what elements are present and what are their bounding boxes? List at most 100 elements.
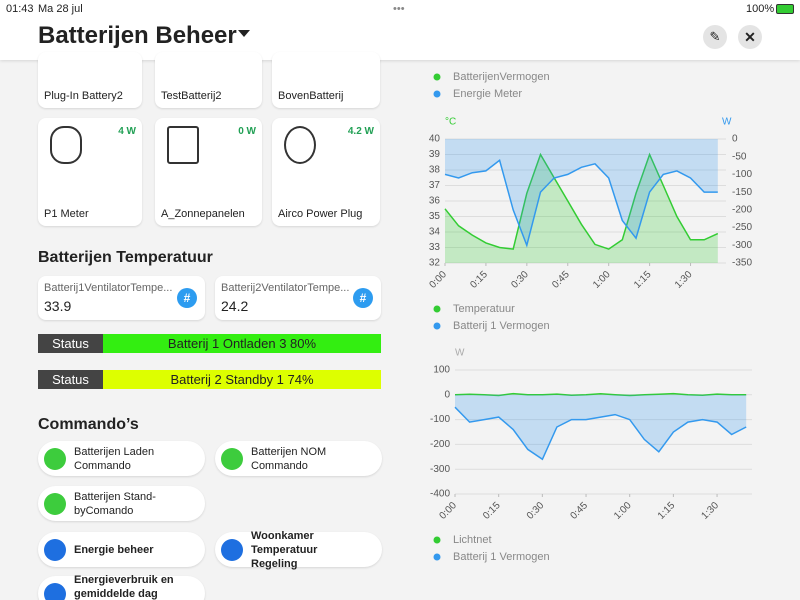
y2-tick-label: -300 <box>732 240 752 251</box>
command-button[interactable]: Woonkamer Temperatuur Regeling <box>215 530 382 570</box>
device-icon <box>50 126 82 164</box>
legend-dot <box>433 322 441 330</box>
device-power: 0 W <box>238 126 256 137</box>
series-line <box>444 159 718 248</box>
status-label: Status <box>38 334 103 353</box>
y-tick-label: -100 <box>430 414 450 425</box>
x-tick-label: 0:30 <box>509 269 531 291</box>
series-area <box>445 139 718 246</box>
y2-tick-label: -100 <box>732 169 752 180</box>
command-text: Batterijen Stand-byComando <box>74 490 156 517</box>
y-tick-label: 39 <box>429 149 441 160</box>
x-tick-label: 0:00 <box>427 269 449 291</box>
page-title[interactable]: Batterijen Beheer <box>38 22 237 49</box>
top-bar <box>0 0 800 60</box>
device-card[interactable]: P1 Meter 4 W <box>38 118 142 226</box>
command-text: Batterijen NOM Commando <box>251 445 327 472</box>
y-tick-label: -300 <box>430 464 450 475</box>
device-name: Airco Power Plug <box>278 208 363 220</box>
command-icon <box>221 538 243 561</box>
y2-tick-label: -350 <box>732 258 752 269</box>
x-tick-label: 0:45 <box>550 269 572 291</box>
legend-label: BatterijenVermogen <box>453 71 550 83</box>
y-tick-label: 36 <box>429 196 441 207</box>
legend-dot <box>433 90 441 98</box>
device-name: Plug-In Battery2 <box>44 90 123 102</box>
y2-tick-label: -200 <box>732 204 752 215</box>
sensor-card[interactable]: Batterij1VentilatorTempe... 33.9 # <box>38 276 205 320</box>
x-tick-label: 1:30 <box>700 500 722 522</box>
y2-tick-label: -50 <box>732 151 747 162</box>
device-card[interactable]: Airco Power Plug 4.2 W <box>272 118 380 226</box>
device-power: 4 W <box>118 126 136 137</box>
device-icon <box>284 126 316 164</box>
command-icon <box>221 447 243 470</box>
device-name: P1 Meter <box>44 208 89 220</box>
command-text: Energieverbruik en gemiddelde dag temp <box>74 573 174 600</box>
command-text: Energie beheer <box>74 543 154 556</box>
sensor-card[interactable]: Batterij2VentilatorTempe... 24.2 # <box>215 276 381 320</box>
y-tick-label: 35 <box>429 211 441 222</box>
title-dropdown[interactable] <box>238 30 250 37</box>
device-name: A_Zonnepanelen <box>161 208 245 220</box>
device-name: BovenBatterij <box>278 90 344 102</box>
y2-tick-label: -250 <box>732 222 752 233</box>
command-button[interactable]: Batterijen Stand-byComando <box>38 486 205 521</box>
battery-level: 100% <box>746 3 775 15</box>
device-card[interactable]: TestBatterij2 <box>155 52 262 108</box>
command-button[interactable]: Batterijen NOM Commando <box>215 441 382 476</box>
sensor-icon: # <box>177 288 197 308</box>
battery-icon <box>776 4 794 14</box>
x-tick-label: 0:30 <box>525 500 547 522</box>
x-tick-label: 1:00 <box>591 269 613 291</box>
y-tick-label: 0 <box>444 389 450 400</box>
x-tick-label: 1:15 <box>656 500 678 522</box>
sensor-icon: # <box>353 288 373 308</box>
x-tick-label: 1:30 <box>673 269 695 291</box>
status-bar: Batterij 2 Standby 1 74% <box>103 370 381 389</box>
command-button[interactable]: Energieverbruik en gemiddelde dag temp <box>38 573 205 600</box>
x-tick-label: 0:15 <box>468 269 490 291</box>
y2-unit: W <box>722 117 732 128</box>
y-tick-label: -400 <box>430 489 450 500</box>
command-button[interactable]: Batterijen Laden Commando <box>38 441 205 476</box>
section-title: Batterijen Temperatuur <box>38 249 213 266</box>
legend-label: Temperatuur <box>453 303 515 315</box>
series-line <box>454 392 747 397</box>
time: 01:43 <box>6 3 34 15</box>
sensor-value: 24.2 <box>221 298 249 314</box>
legend-dot <box>433 73 441 81</box>
device-icon <box>167 126 199 164</box>
y-unit: W <box>455 348 465 359</box>
device-name: TestBatterij2 <box>161 90 222 102</box>
device-card[interactable]: BovenBatterij <box>272 52 380 108</box>
command-icon <box>44 492 66 515</box>
device-card[interactable]: A_Zonnepanelen 0 W <box>155 118 262 226</box>
multitask-dots[interactable]: ••• <box>393 3 405 15</box>
close-button[interactable]: ✕ <box>738 25 762 49</box>
legend-dot <box>433 305 441 313</box>
y-tick-label: 34 <box>429 227 441 238</box>
y-tick-label: 100 <box>433 365 450 376</box>
sensor-value: 33.9 <box>44 298 72 314</box>
y-tick-label: 32 <box>429 258 441 269</box>
legend-dot <box>433 553 441 561</box>
command-icon <box>44 538 66 561</box>
y-tick-label: 33 <box>429 242 441 253</box>
device-power: 4.2 W <box>347 126 374 137</box>
legend-label: Batterij 1 Vermogen <box>453 320 550 332</box>
series-line <box>444 152 719 250</box>
y-unit: °C <box>445 117 456 128</box>
x-tick-label: 0:15 <box>481 500 503 522</box>
y2-tick-label: 0 <box>732 134 738 145</box>
command-text: Woonkamer Temperatuur Regeling <box>251 529 318 570</box>
edit-button[interactable]: ✎ <box>703 25 727 49</box>
legend-label: Energie Meter <box>453 88 522 100</box>
command-button[interactable]: Energie beheer <box>38 532 205 567</box>
y-tick-label: 38 <box>429 165 441 176</box>
device-card[interactable]: Plug-In Battery2 <box>38 52 142 108</box>
series-line <box>454 406 747 461</box>
y2-tick-label: -150 <box>732 187 752 198</box>
x-tick-label: 1:15 <box>632 269 654 291</box>
